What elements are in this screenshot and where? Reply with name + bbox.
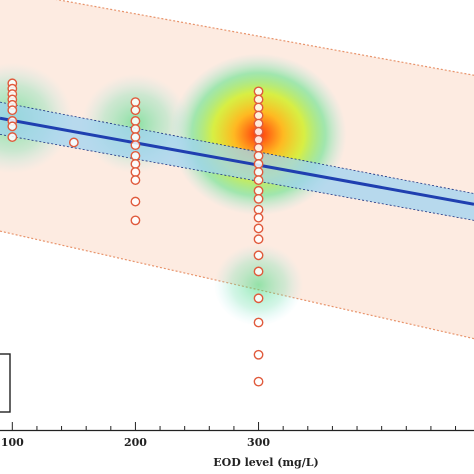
- regression-line: [0, 116, 474, 206]
- data-point: [253, 159, 264, 169]
- data-point: [253, 167, 264, 177]
- data-point: [253, 376, 264, 387]
- points-layer: [7, 78, 264, 387]
- confidence-band-upper: [0, 101, 474, 194]
- data-point: [130, 215, 141, 226]
- data-point: [253, 223, 264, 234]
- data-point: [7, 132, 18, 142]
- data-point: [130, 175, 141, 185]
- data-point: [7, 121, 18, 132]
- data-point: [253, 234, 264, 245]
- data-point: [253, 212, 264, 223]
- data-point: [253, 266, 264, 277]
- data-point: [253, 126, 264, 137]
- data-point: [253, 317, 264, 328]
- data-point: [253, 349, 264, 360]
- data-point: [253, 142, 264, 153]
- data-point: [253, 293, 264, 304]
- data-point: [130, 196, 141, 207]
- data-point: [253, 118, 264, 129]
- data-point: [253, 185, 264, 196]
- data-point: [130, 116, 141, 126]
- x-axis-ticks: 100 200 300: [1, 422, 457, 449]
- x-axis-label: EOD level (mg/L): [213, 456, 318, 469]
- data-point: [253, 175, 264, 185]
- legend-box: [0, 353, 11, 413]
- data-point: [253, 134, 264, 145]
- data-point: [130, 97, 141, 108]
- data-point: [253, 193, 264, 204]
- data-point: [253, 94, 264, 105]
- data-point: [130, 159, 141, 169]
- fit-layer: [0, 101, 474, 221]
- x-tick-label: 100: [1, 436, 24, 449]
- data-point: [130, 105, 141, 116]
- x-tick-label: 200: [124, 436, 147, 449]
- confidence-band-lower: [0, 133, 474, 221]
- x-tick-label: 300: [247, 436, 270, 449]
- data-point: [130, 140, 141, 151]
- prediction-band-upper: [55, 0, 474, 76]
- density-hotspot-4: [213, 243, 304, 326]
- data-point: [130, 124, 141, 134]
- data-point: [130, 132, 141, 142]
- prediction-band-lower: [0, 230, 474, 340]
- data-point: [253, 102, 264, 113]
- data-point: [253, 110, 264, 121]
- data-point: [253, 86, 264, 97]
- data-point: [130, 150, 141, 161]
- data-point: [253, 250, 264, 261]
- data-point: [253, 150, 264, 161]
- data-point: [7, 105, 18, 116]
- data-point: [130, 167, 141, 177]
- data-point: [68, 137, 79, 148]
- data-point: [253, 204, 264, 215]
